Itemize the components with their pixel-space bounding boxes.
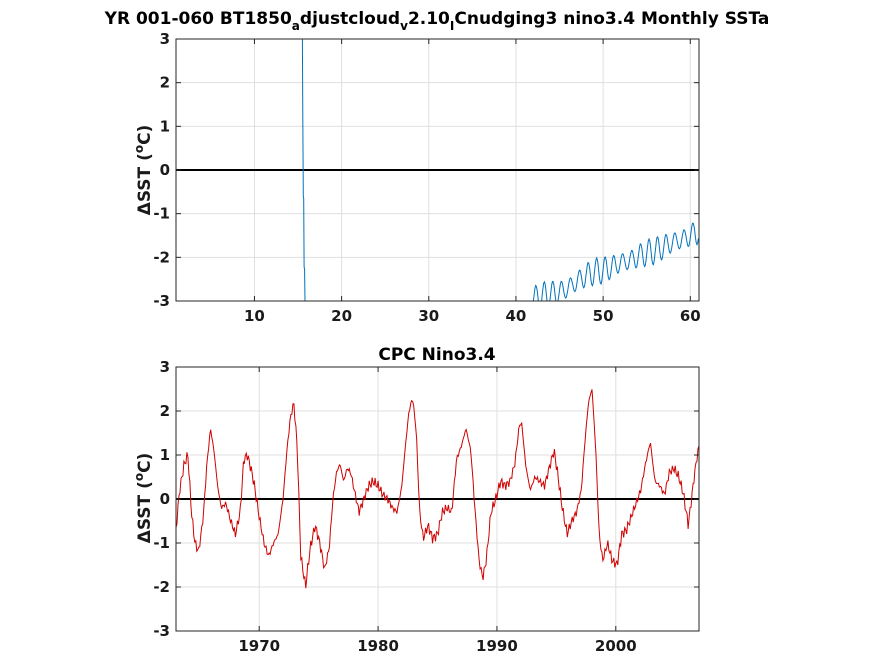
title-part: 2.10 (408, 9, 450, 29)
x-tick-label: 40 (506, 307, 527, 325)
ylabel-part: o (132, 473, 146, 481)
bottom-chart: CPC Nino3.4 ΔSST (oC) 1970 1980 1990 2000 3 2… (132, 345, 700, 655)
y-tick-label: 1 (160, 446, 170, 464)
title-part: v (400, 19, 408, 33)
y-tick-label: 2 (160, 402, 170, 420)
ylabel-part: ΔSST ( (135, 481, 155, 543)
series-group (176, 389, 699, 589)
ylabel-part: C) (135, 125, 155, 145)
title-part: YR 001-060 BT1850 (104, 9, 292, 29)
top-chart-ylabel: ΔSST (oC) (132, 125, 155, 216)
y-tick-label: -2 (153, 578, 170, 596)
x-tick-label: 1980 (357, 637, 399, 655)
y-tick-label: 2 (160, 74, 170, 92)
x-tick-label: 20 (331, 307, 352, 325)
x-tick-label: 50 (593, 307, 614, 325)
y-tick-label: -1 (153, 534, 170, 552)
x-tick-label: 60 (680, 307, 701, 325)
y-tick-label: -3 (153, 292, 170, 310)
title-part: djustcloud (300, 9, 400, 29)
y-tick-label: -3 (153, 622, 170, 640)
ylabel-part: o (132, 145, 146, 153)
title-part: Cnudging3 nino3.4 Monthly SSTa (454, 9, 769, 29)
y-tick-label: 0 (160, 490, 170, 508)
x-tick-label: 2000 (595, 637, 637, 655)
y-tick-label: -2 (153, 248, 170, 266)
y-tick-label: -1 (153, 205, 170, 223)
top-chart-title: YR 001-060 BT1850adjustcloudv2.10ICnudgi… (104, 9, 770, 33)
title-part: I (450, 19, 454, 33)
title-part: a (292, 19, 300, 33)
bottom-chart-ylabel: ΔSST (oC) (132, 453, 155, 544)
series-line (301, 39, 306, 301)
x-tick-label: 1970 (238, 637, 280, 655)
y-tick-label: 3 (160, 30, 170, 48)
x-tick-label: 30 (418, 307, 439, 325)
ylabel-part: ΔSST ( (135, 153, 155, 215)
x-tick-label: 10 (244, 307, 265, 325)
bottom-chart-title: CPC Nino3.4 (378, 345, 495, 365)
series-line (176, 389, 699, 589)
top-chart: YR 001-060 BT1850adjustcloudv2.10ICnudgi… (104, 9, 770, 325)
x-tick-label: 1990 (476, 637, 518, 655)
y-tick-label: 0 (160, 161, 170, 179)
y-tick-label: 3 (160, 358, 170, 376)
y-tick-label: 1 (160, 117, 170, 135)
ylabel-part: C) (135, 453, 155, 473)
